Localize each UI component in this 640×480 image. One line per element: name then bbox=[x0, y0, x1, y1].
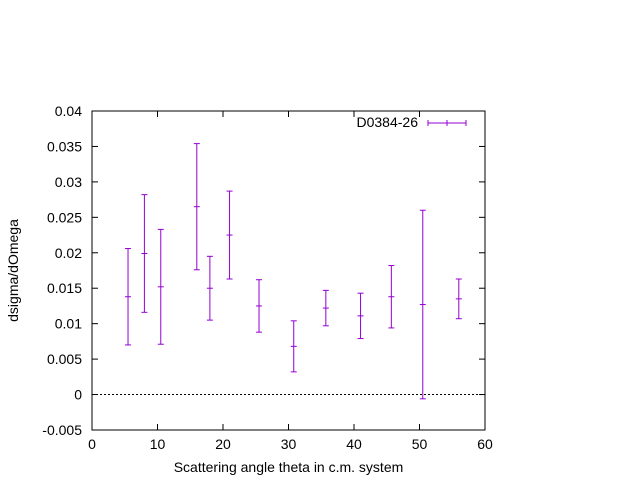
plot-frame bbox=[91, 110, 486, 431]
data-point bbox=[193, 143, 200, 271]
x-axis-title: Scattering angle theta in c.m. system bbox=[174, 459, 404, 475]
data-point bbox=[290, 320, 297, 373]
data-point bbox=[226, 190, 233, 280]
x-tick-label: 60 bbox=[477, 436, 493, 452]
data-point bbox=[357, 292, 364, 340]
y-tick-label: 0.025 bbox=[47, 209, 82, 225]
data-point bbox=[322, 289, 329, 327]
series-errorbars bbox=[125, 143, 462, 400]
data-point bbox=[157, 228, 164, 345]
x-tick-label: 30 bbox=[281, 436, 297, 452]
legend-sample bbox=[427, 120, 467, 126]
data-point bbox=[206, 255, 213, 321]
tick-labels: 0 10 20 30 40 50 60 -0.005 0 0.005 0.01 0.015 0.02 0.… bbox=[42, 103, 493, 452]
y-tick-label: 0 bbox=[74, 387, 82, 403]
data-point bbox=[455, 278, 462, 320]
y-tick-label: 0.01 bbox=[55, 316, 82, 332]
legend-label: D0384-26 bbox=[357, 114, 419, 130]
data-point bbox=[125, 248, 132, 346]
x-tick-label: 20 bbox=[215, 436, 231, 452]
y-tick-label: 0.03 bbox=[55, 174, 82, 190]
x-tick-label: 0 bbox=[88, 436, 96, 452]
data-point bbox=[388, 265, 395, 329]
y-tick-label: 0.04 bbox=[55, 103, 82, 119]
data-point bbox=[256, 279, 263, 333]
series-layer bbox=[125, 143, 462, 400]
x-tick-label: 10 bbox=[150, 436, 166, 452]
y-tick-label: -0.005 bbox=[42, 422, 82, 438]
y-tick-label: 0.015 bbox=[47, 280, 82, 296]
y-tick-label: 0.005 bbox=[47, 351, 82, 367]
y-tick-label: 0.02 bbox=[55, 245, 82, 261]
y-axis-title: dsigma/dOmega bbox=[5, 219, 21, 322]
data-point bbox=[141, 194, 148, 313]
x-tick-label: 50 bbox=[412, 436, 428, 452]
data-point bbox=[419, 209, 426, 400]
y-tick-label: 0.035 bbox=[47, 138, 82, 154]
legend: D0384-26 bbox=[357, 114, 467, 130]
x-tick-label: 40 bbox=[346, 436, 362, 452]
